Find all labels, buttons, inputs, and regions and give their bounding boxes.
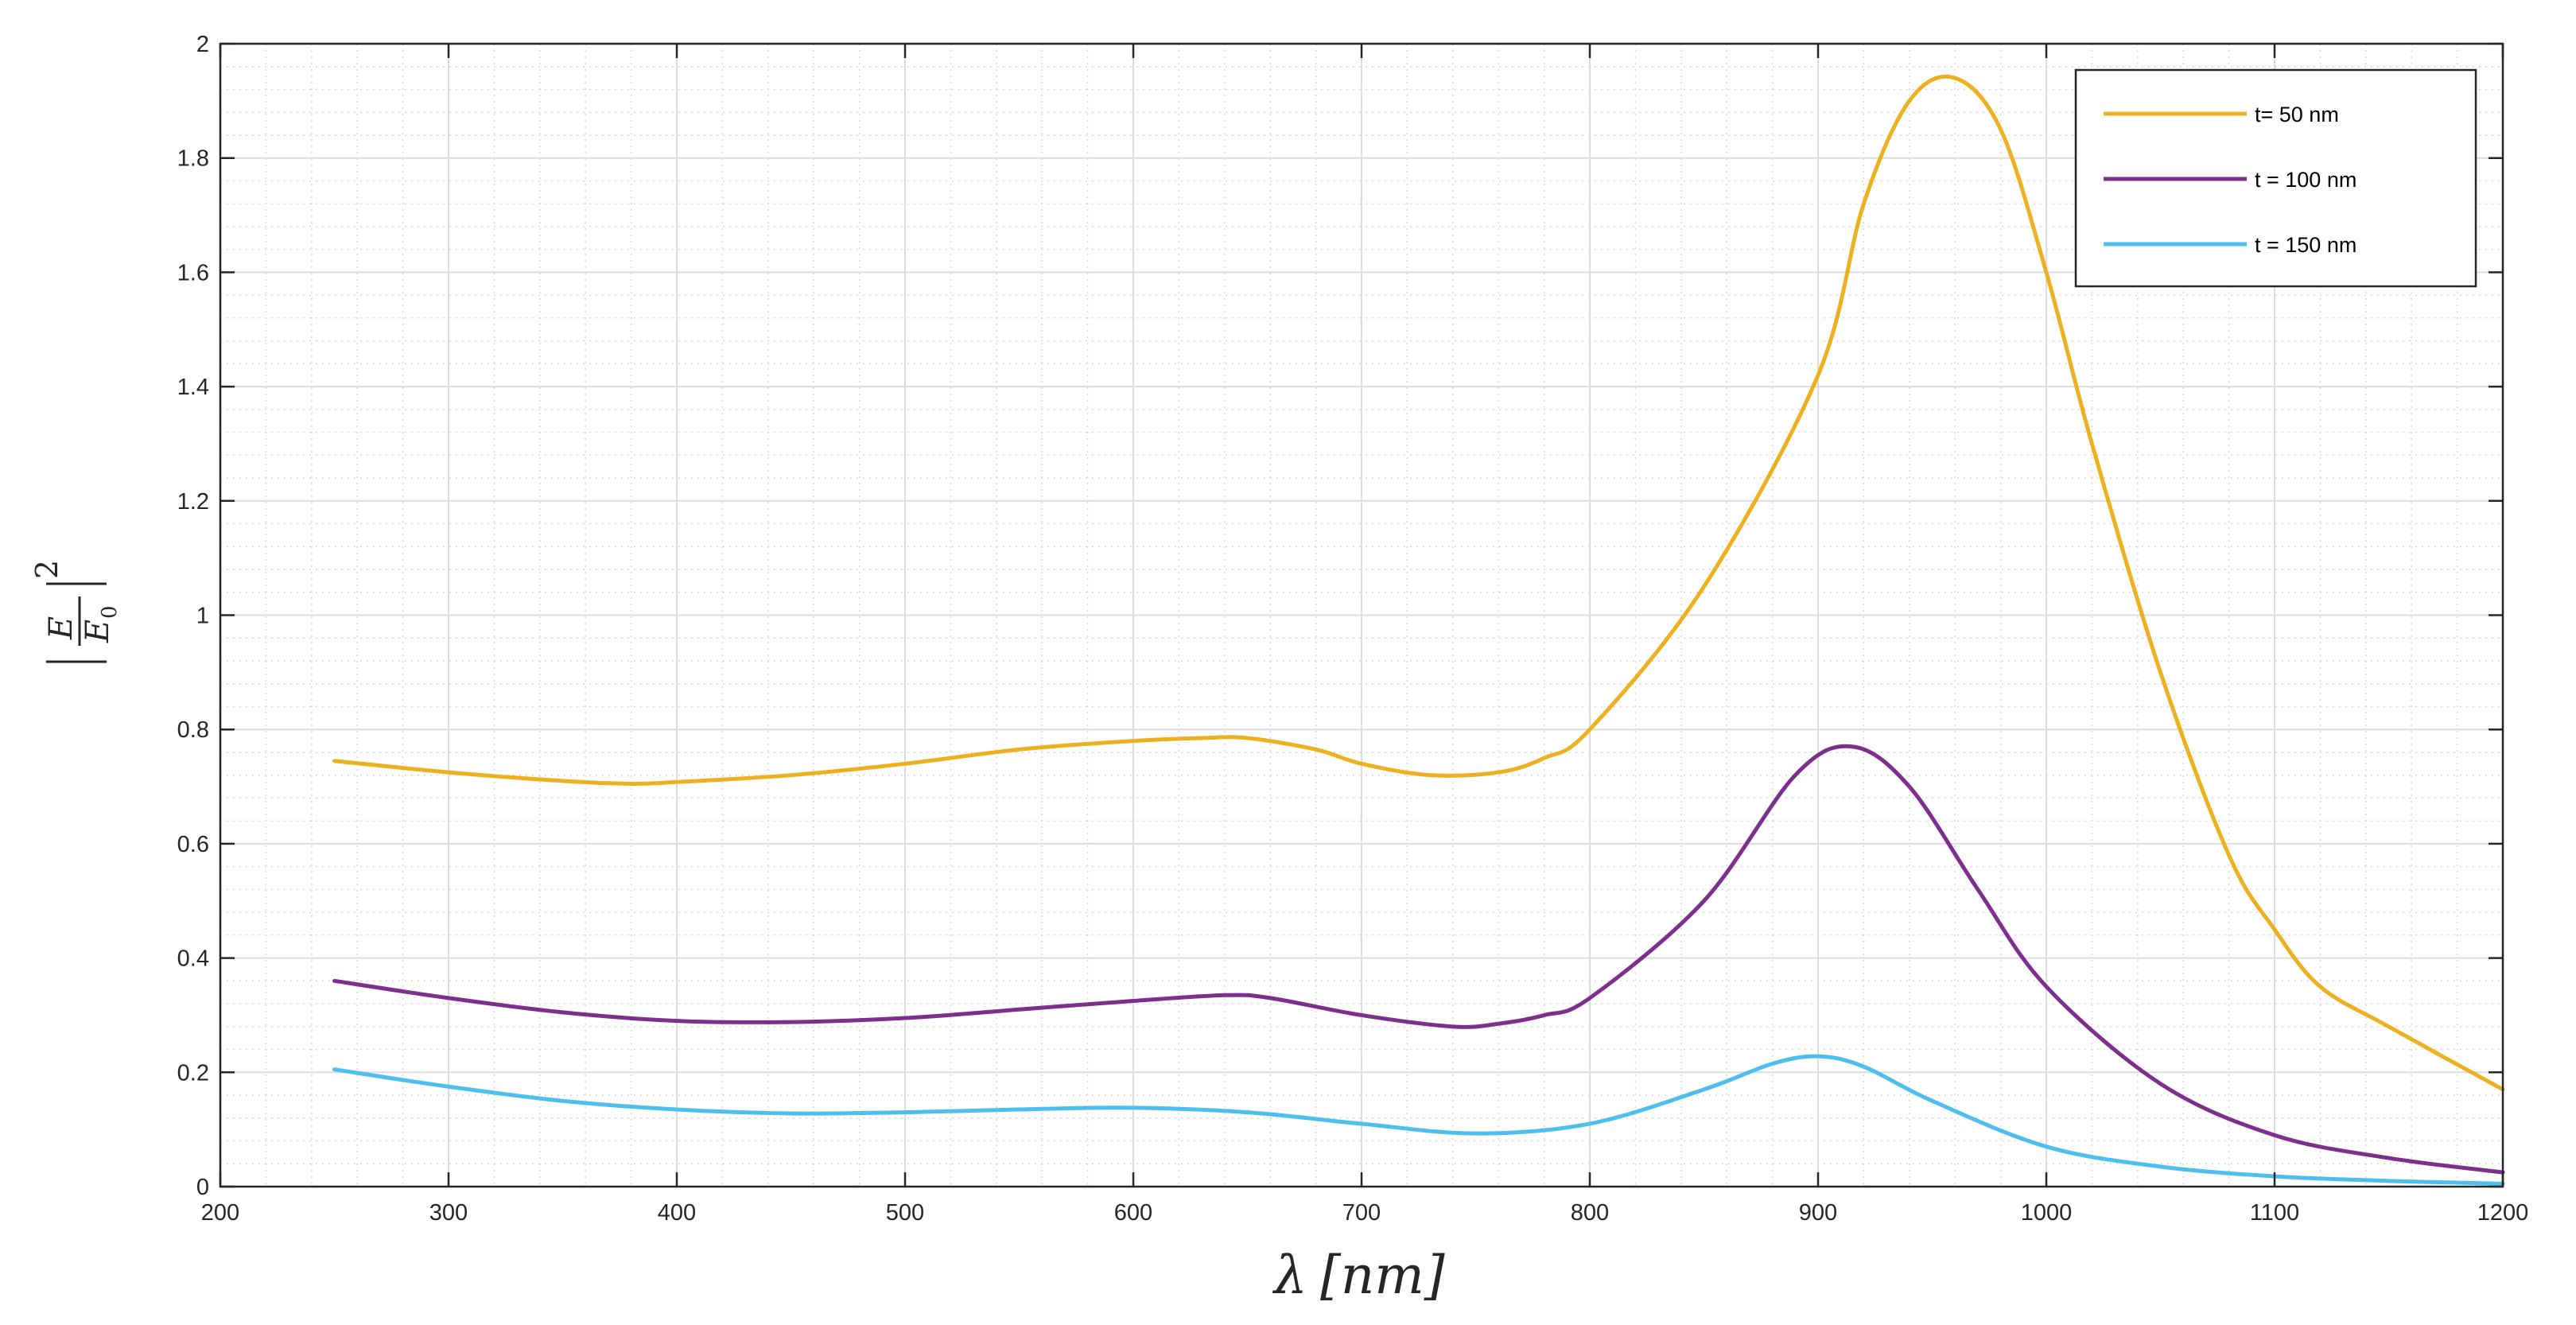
x-tick-label: 200 bbox=[201, 1200, 239, 1226]
x-tick-label: 400 bbox=[658, 1200, 696, 1226]
y-tick-label: 0 bbox=[196, 1175, 209, 1200]
y-tick-label: 2 bbox=[196, 32, 209, 57]
y-tick-label: 1.4 bbox=[177, 375, 209, 400]
x-tick-label: 900 bbox=[1799, 1200, 1837, 1226]
x-tick-label: 1200 bbox=[2477, 1200, 2529, 1226]
x-tick-labels: 200 300 400 500 600 700 800 900 1000 1100 1200 bbox=[201, 1200, 2528, 1226]
series-line-1 bbox=[332, 74, 2505, 1092]
x-tick-label: 600 bbox=[1114, 1200, 1152, 1226]
y-tick-label: 0.4 bbox=[177, 946, 209, 972]
x-tick-label: 500 bbox=[886, 1200, 924, 1226]
legend: t= 50 nm t = 100 nm t = 150 nm bbox=[2074, 68, 2477, 288]
x-tick-label: 300 bbox=[429, 1200, 468, 1226]
y-tick-label: 0.6 bbox=[177, 832, 209, 857]
y-axis-label-numerator: E bbox=[43, 616, 80, 640]
y-tick-label: 1.6 bbox=[177, 260, 209, 286]
legend-label-3: t = 150 nm bbox=[2255, 233, 2356, 257]
y-tick-label: 1 bbox=[196, 604, 209, 629]
x-tick-label: 1000 bbox=[2021, 1200, 2073, 1226]
ticks bbox=[219, 42, 2504, 1188]
y-axis-label: E E 0 2 bbox=[29, 560, 122, 663]
legend-label-2: t = 100 nm bbox=[2255, 168, 2356, 192]
legend-label-1: t= 50 nm bbox=[2255, 103, 2339, 126]
y-tick-label: 1.2 bbox=[177, 489, 209, 515]
x-tick-label: 700 bbox=[1342, 1200, 1381, 1226]
y-tick-label: 0.8 bbox=[177, 717, 209, 743]
y-tick-labels: 0 0.2 0.4 0.6 0.8 1 1.2 1.4 1.6 1.8 2 bbox=[177, 32, 209, 1200]
x-tick-label: 800 bbox=[1571, 1200, 1609, 1226]
y-tick-label: 1.8 bbox=[177, 146, 209, 172]
series-line-3 bbox=[332, 1054, 2505, 1186]
y-axis-label-denominator-sub: 0 bbox=[98, 605, 122, 619]
x-axis-label: λ [nm] bbox=[1272, 1245, 1445, 1306]
x-axis-label-unit: [nm] bbox=[1320, 1245, 1445, 1306]
y-axis-label-exponent: 2 bbox=[29, 560, 64, 579]
series-line-2 bbox=[332, 744, 2505, 1175]
x-axis-label-symbol: λ bbox=[1272, 1245, 1307, 1306]
y-tick-label: 0.2 bbox=[177, 1060, 209, 1086]
series-layer bbox=[332, 74, 2505, 1186]
x-tick-label: 1100 bbox=[2250, 1200, 2299, 1226]
y-axis-label-denominator: E bbox=[80, 620, 116, 643]
